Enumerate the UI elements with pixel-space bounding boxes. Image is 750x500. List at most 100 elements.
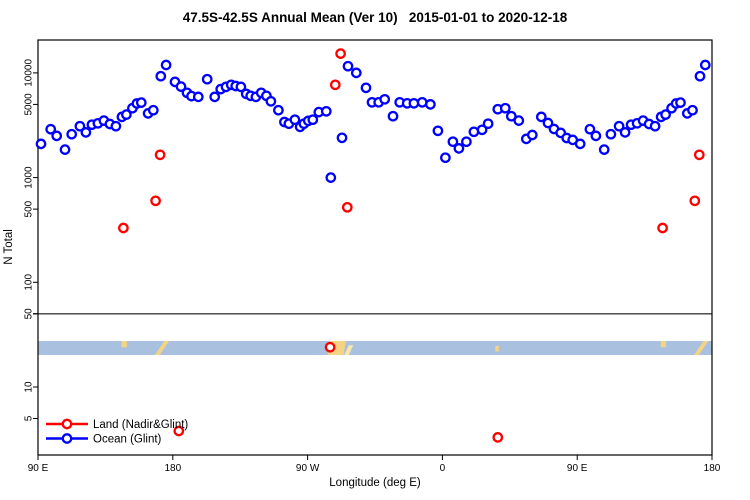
ocean-point (209, 91, 221, 103)
ocean-point (155, 70, 167, 82)
ocean-point (379, 93, 391, 105)
ocean-point (432, 125, 444, 137)
x-tick-label: 180 (704, 463, 721, 474)
ocean-point (160, 59, 172, 71)
map-band-ocean (38, 341, 712, 355)
ocean-point (687, 104, 698, 116)
ocean-point (35, 138, 47, 150)
land-patch-new-zealand (154, 341, 170, 355)
ocean-point (201, 73, 213, 85)
y-tick-label: 10000 (24, 59, 35, 87)
ocean-point (110, 120, 122, 132)
legend-label: Ocean (Glint) (93, 434, 162, 446)
ocean-point (235, 81, 247, 93)
ocean-point (320, 105, 332, 117)
land-point (154, 149, 166, 161)
x-tick-label: 90 E (567, 463, 588, 474)
plot-border (37, 39, 713, 456)
ocean-point (360, 82, 372, 94)
ocean-point (526, 129, 538, 141)
ocean-point (453, 143, 465, 154)
ocean-point (590, 130, 602, 142)
land-patch-new-zealand (694, 341, 709, 355)
land-patch-south-america-coast (344, 345, 354, 355)
land-point (118, 222, 129, 234)
y-tick-label: 500 (24, 200, 35, 217)
ocean-point (476, 124, 488, 136)
ocean-point (535, 111, 547, 123)
ocean-point (336, 132, 348, 144)
y-tick-label: 50 (24, 308, 35, 320)
ocean-point (425, 99, 436, 110)
land-point (329, 79, 341, 91)
ocean-point (147, 104, 159, 116)
ocean-point (440, 152, 451, 164)
land-point (324, 341, 336, 353)
ocean-point (505, 110, 517, 122)
ocean-point (598, 144, 610, 155)
ocean-point (613, 120, 625, 132)
ocean-point (265, 95, 277, 107)
ocean-point (513, 115, 525, 126)
land-point (150, 195, 161, 207)
ocean-point (342, 60, 354, 72)
ocean-point (482, 118, 494, 130)
ocean-point (74, 120, 86, 132)
ocean-point (175, 81, 187, 92)
land-point (341, 201, 353, 213)
y-tick-label: 10 (24, 381, 35, 393)
legend-entry: Ocean (Glint) (46, 433, 162, 446)
ocean-point (542, 117, 554, 129)
legend-circle-marker (61, 433, 73, 444)
ocean-point (694, 70, 706, 82)
x-axis-title: Longitude (deg E) (329, 477, 421, 489)
ocean-point (619, 127, 631, 138)
land-patch-tasmania (660, 341, 667, 348)
land-point (173, 425, 185, 437)
ocean-point (660, 109, 671, 120)
ocean-point (699, 59, 711, 71)
x-tick-label: 90 W (296, 463, 320, 474)
ocean-point (584, 123, 596, 135)
ocean-point (273, 104, 284, 116)
land-point (492, 432, 504, 443)
ocean-point (461, 136, 472, 148)
ocean-point (192, 91, 204, 103)
ocean-point (307, 114, 319, 126)
ocean-point (675, 97, 686, 108)
ocean-point (325, 172, 337, 183)
y-tick-label: 1000 (24, 166, 35, 189)
ocean-point (66, 128, 78, 140)
y-tick-label: 5000 (24, 93, 35, 116)
chart-title: 47.5S-42.5S Annual Mean (Ver 10) 2015-01… (182, 10, 568, 25)
ocean-point (567, 134, 579, 146)
ocean-point (408, 97, 420, 109)
ocean-point (387, 110, 399, 122)
land-point (335, 48, 346, 59)
ocean-point (135, 97, 147, 108)
legend-circle-marker (61, 418, 73, 430)
ocean-point (51, 130, 63, 142)
ocean-point (289, 114, 301, 126)
ocean-point (59, 144, 71, 155)
ocean-point (499, 102, 511, 114)
legend-entry: Land (Nadir&Glint) (46, 418, 188, 431)
ocean-point (447, 136, 459, 148)
ocean-point (45, 123, 57, 135)
ocean-point (649, 120, 661, 132)
land-patch-prince-edward-islands (495, 345, 499, 352)
legend-label: Land (Nadir&Glint) (93, 419, 188, 431)
land-point (657, 222, 668, 234)
land-point (693, 149, 705, 161)
y-tick-label: 5 (24, 415, 35, 421)
land-patch-tasmania (121, 341, 127, 348)
x-tick-label: 90 E (28, 463, 49, 474)
ocean-point (80, 127, 92, 138)
ocean-point (605, 128, 617, 140)
ocean-point (121, 109, 132, 120)
y-tick-label: 100 (24, 274, 35, 291)
land-point (689, 195, 701, 207)
ocean-point (350, 67, 362, 79)
x-tick-label: 180 (164, 463, 181, 474)
